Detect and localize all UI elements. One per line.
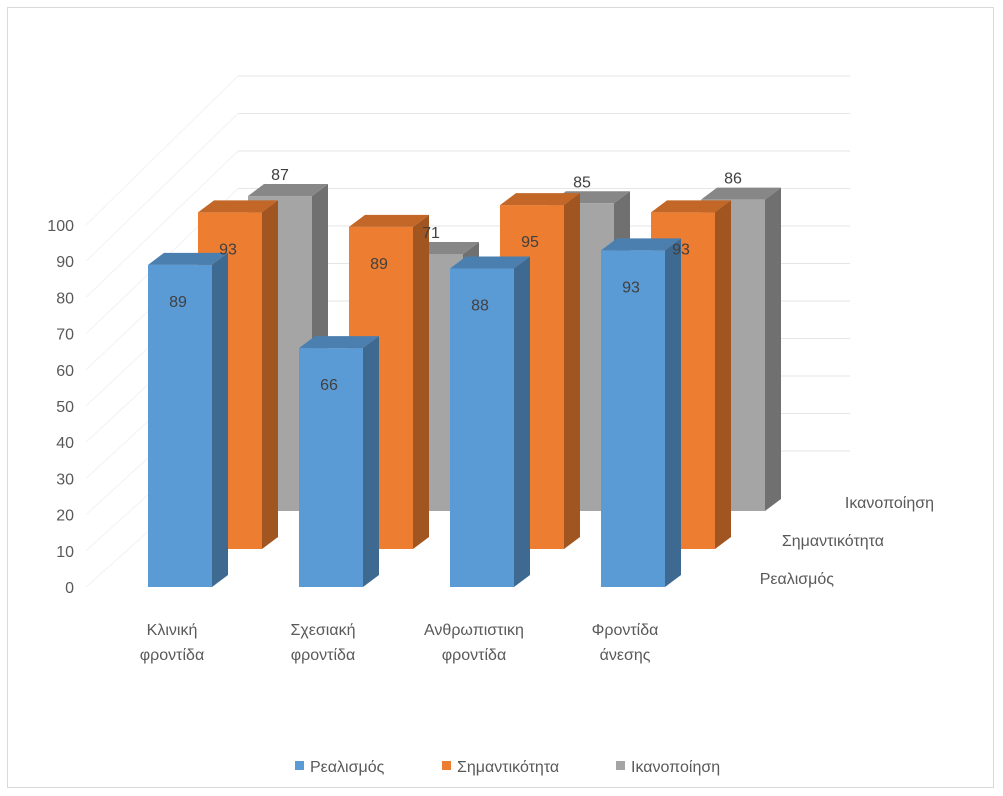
data-label: 86 xyxy=(724,171,742,188)
series-depth-label: Σημαντικότητα xyxy=(782,533,884,550)
bar-side-face xyxy=(262,200,278,549)
bar xyxy=(299,336,379,587)
data-label: 71 xyxy=(422,225,440,242)
category-label: Σχεσιακή xyxy=(291,622,356,639)
data-label: 95 xyxy=(521,234,539,251)
y-tick-label: 40 xyxy=(56,435,74,452)
data-label: 93 xyxy=(219,241,237,258)
series-depth-label: Ικανοποίηση xyxy=(845,495,934,512)
y-tick-label: 50 xyxy=(56,399,74,416)
data-label: 66 xyxy=(320,377,338,394)
y-tick-label: 80 xyxy=(56,290,74,307)
chart-svg: 0 10 20 30 40 50 60 70 80 90 100 87 71 85 86 93 89 95 93 8… xyxy=(8,8,995,789)
y-tick-label: 0 xyxy=(65,580,74,597)
y-tick-label: 60 xyxy=(56,363,74,380)
category-label: Ανθρωπιστικη xyxy=(424,622,524,639)
y-tick-label: 30 xyxy=(56,471,74,488)
legend-label: Σημαντικότητα xyxy=(457,759,559,776)
bar-side-face xyxy=(413,215,429,549)
category-labels: Κλινική φροντίδα Σχεσιακή φροντίδα Ανθρωπιστ… xyxy=(140,622,659,664)
series-depth-label: Ρεαλισμός xyxy=(760,571,835,588)
y-axis-ticks: 0 10 20 30 40 50 60 70 80 90 100 xyxy=(47,218,74,597)
data-label: 93 xyxy=(622,279,640,296)
data-label: 93 xyxy=(672,241,690,258)
bar-side-face xyxy=(765,188,781,511)
series-depth-labels: Ρεαλισμός Σημαντικότητα Ικανοποίηση xyxy=(760,495,934,588)
data-label: 88 xyxy=(471,297,489,314)
bar-side-face xyxy=(514,256,530,587)
bar-front-face xyxy=(601,250,665,587)
y-tick-label: 100 xyxy=(47,218,74,235)
bar xyxy=(148,253,228,587)
category-label: άνεσης xyxy=(600,647,651,664)
y-tick-label: 70 xyxy=(56,327,74,344)
category-label: φροντίδα xyxy=(291,647,355,664)
y-tick-label: 10 xyxy=(56,544,74,561)
bar xyxy=(450,256,530,587)
data-label: 89 xyxy=(169,294,187,311)
legend: Ρεαλισμός Σημαντικότητα Ικανοποίηση xyxy=(295,759,720,776)
bar-side-face xyxy=(564,193,580,549)
category-label: Κλινική xyxy=(147,622,198,639)
legend-swatch xyxy=(442,761,451,770)
chart-frame: 0 10 20 30 40 50 60 70 80 90 100 87 71 85 86 93 89 95 93 8… xyxy=(7,7,994,788)
legend-swatch xyxy=(295,761,304,770)
category-label: φροντίδα xyxy=(442,647,506,664)
bar xyxy=(601,238,681,587)
bar-side-face xyxy=(715,200,731,549)
data-label: 89 xyxy=(370,256,388,273)
bar-side-face xyxy=(665,238,681,587)
y-tick-label: 90 xyxy=(56,254,74,271)
bar-front-face xyxy=(148,265,212,587)
category-label: Φροντίδα xyxy=(592,622,659,639)
legend-swatch xyxy=(616,761,625,770)
bar-side-face xyxy=(363,336,379,587)
data-label: 87 xyxy=(271,167,289,184)
bar-side-face xyxy=(212,253,228,587)
bar-front-face xyxy=(450,268,514,587)
category-label: φροντίδα xyxy=(140,647,204,664)
legend-label: Ρεαλισμός xyxy=(310,759,385,776)
y-tick-label: 20 xyxy=(56,508,74,525)
legend-label: Ικανοποίηση xyxy=(631,759,720,776)
data-label: 85 xyxy=(573,174,591,191)
